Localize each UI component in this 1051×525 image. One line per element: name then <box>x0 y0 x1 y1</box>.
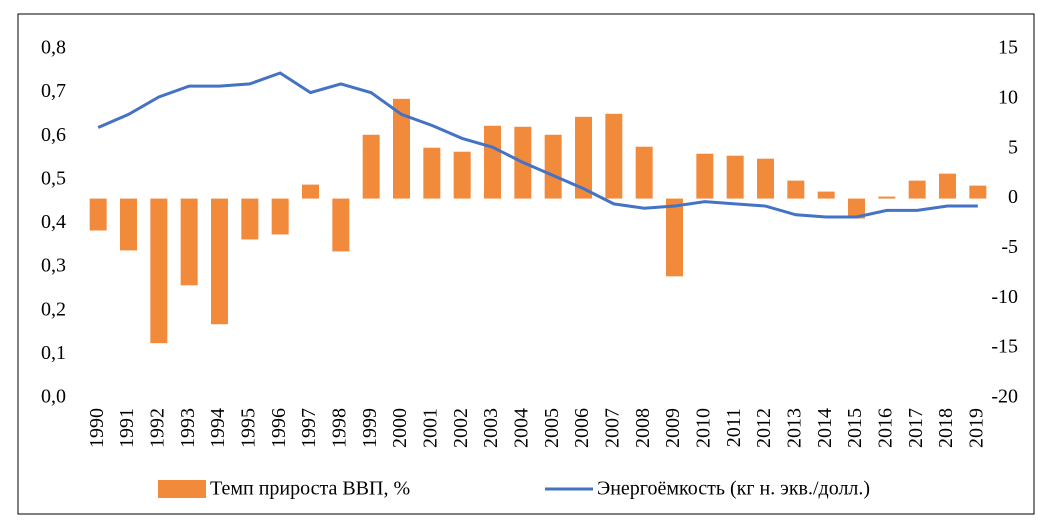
bar <box>939 173 956 199</box>
bar <box>453 151 471 199</box>
bar <box>362 134 380 199</box>
bar <box>696 153 714 199</box>
bar <box>484 125 501 199</box>
y2-tick-label: 10 <box>998 86 1018 108</box>
bar <box>180 198 198 286</box>
bar <box>878 196 896 199</box>
line <box>97 71 978 219</box>
x-tick-label: 2016 <box>874 408 896 448</box>
x-tick-label: 2010 <box>692 408 714 448</box>
bar <box>969 185 987 199</box>
x-tick-label: 1990 <box>86 408 108 448</box>
bar <box>726 155 744 199</box>
x-tick-label: 2009 <box>662 408 684 448</box>
y-tick-label: 0,8 <box>41 37 66 59</box>
y-tick-label: 0,5 <box>41 167 66 189</box>
x-tick-label: 2006 <box>571 408 593 448</box>
x-tick-label: 1999 <box>359 408 381 448</box>
bar <box>89 198 107 231</box>
bar <box>848 198 865 219</box>
x-tick-label: 2019 <box>965 408 987 448</box>
x-tick-label: 1995 <box>237 408 259 448</box>
bar <box>575 116 592 199</box>
y2-tick-label: -20 <box>991 386 1018 408</box>
x-tick-label: 2014 <box>814 408 836 448</box>
x-tick-label: 2007 <box>601 408 623 448</box>
x-tick-label: 2013 <box>783 408 805 448</box>
x-tick-label: 2002 <box>450 408 472 448</box>
x-tick-label: 2012 <box>753 408 775 448</box>
x-tick-label: 1991 <box>116 408 138 448</box>
y-tick-label: 0,6 <box>41 124 66 146</box>
bar <box>302 184 319 199</box>
bar <box>787 180 805 199</box>
y2-tick-label: -5 <box>1001 236 1018 258</box>
x-tick-label: 2001 <box>419 408 441 448</box>
y2-tick-label: 15 <box>998 37 1018 59</box>
bar <box>605 113 623 199</box>
y-tick-label: 0,4 <box>41 211 66 233</box>
bar <box>635 146 653 199</box>
x-tick-label: 1992 <box>146 408 168 448</box>
bar <box>150 198 168 344</box>
bar <box>241 198 259 240</box>
bar <box>544 134 562 199</box>
x-tick-label: 1997 <box>298 408 320 448</box>
x-tick-label: 2018 <box>935 408 957 448</box>
x-tick-label: 2015 <box>844 408 866 448</box>
x-tick-label: 1993 <box>177 408 199 448</box>
y-tick-label: 0,0 <box>41 386 66 408</box>
bar <box>120 198 137 251</box>
x-tick-label: 2005 <box>541 408 563 448</box>
y2-tick-label: -15 <box>991 336 1018 358</box>
bar <box>423 147 441 199</box>
x-tick-label: 2017 <box>905 408 927 448</box>
x-tick-label: 2008 <box>632 408 654 448</box>
legend-label: Энергоёмкость (кг н. экв./долл.) <box>597 478 870 500</box>
bar <box>908 180 926 199</box>
y-tick-label: 0,1 <box>41 342 66 364</box>
y2-tick-label: -10 <box>991 286 1018 308</box>
x-tick-label: 1994 <box>207 408 229 448</box>
y2-tick-label: 0 <box>1008 186 1018 208</box>
legend-swatch <box>158 480 206 498</box>
bar <box>332 198 350 252</box>
x-tick-label: 2004 <box>510 408 532 448</box>
x-tick-label: 2000 <box>389 408 411 448</box>
x-tick-label: 2003 <box>480 408 502 448</box>
bar <box>666 198 683 277</box>
bar <box>271 198 289 235</box>
x-tick-label: 2011 <box>723 408 745 447</box>
x-tick-label: 1998 <box>328 408 350 448</box>
y2-tick-label: 5 <box>1008 136 1018 158</box>
bar <box>393 98 410 199</box>
bar <box>817 191 835 199</box>
bar <box>757 158 774 199</box>
y-tick-label: 0,7 <box>41 80 66 102</box>
legend-label: Темп прироста ВВП, % <box>210 478 410 500</box>
y-tick-label: 0,3 <box>41 255 66 277</box>
bar <box>211 198 228 325</box>
y-tick-label: 0,2 <box>41 298 66 320</box>
x-tick-label: 1996 <box>268 408 290 448</box>
